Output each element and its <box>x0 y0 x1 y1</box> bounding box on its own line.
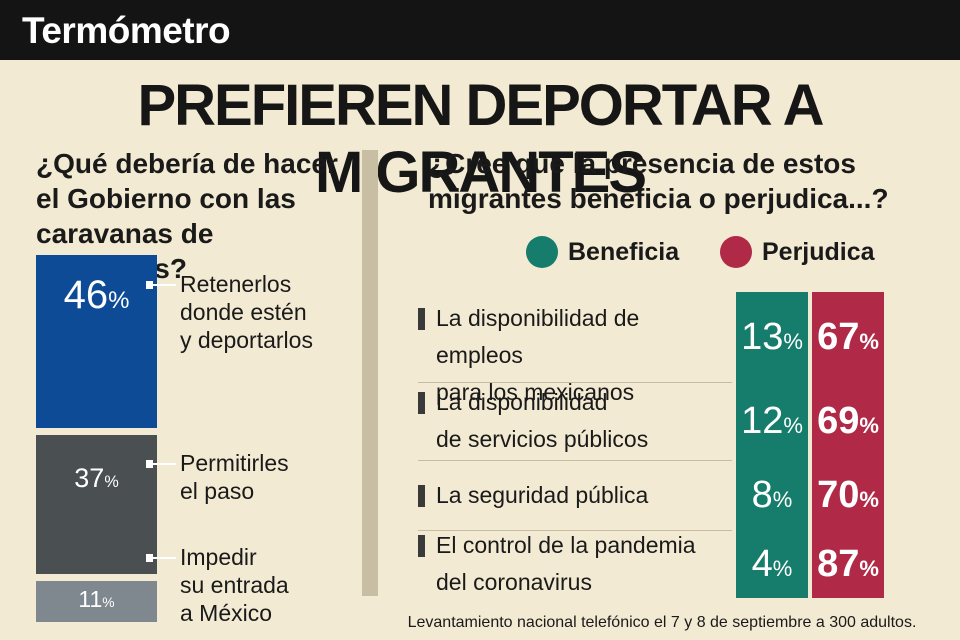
row-bullet <box>418 535 425 557</box>
legend-perjudica-label: Perjudica <box>762 238 875 266</box>
bar-label: Impedir su entrada a México <box>180 543 289 627</box>
bar-label-line: Permitirles <box>180 450 289 476</box>
value-number: 87 <box>817 543 860 585</box>
row-label-line: para los mexicanos <box>436 379 635 405</box>
row-label: El control de la pandemia del coronavirus <box>418 527 732 601</box>
bar-label-line: Impedir <box>180 544 257 570</box>
row-divider <box>418 382 732 383</box>
beneficia-swatch <box>526 236 558 268</box>
beneficia-value: 13% <box>736 317 808 362</box>
bar-value-number: 11 <box>78 586 103 612</box>
bar-label: Retenerlos donde estén y deportarlos <box>180 270 313 354</box>
row-divider <box>418 460 732 461</box>
value-unit: % <box>859 487 879 512</box>
perjudica-value: 69% <box>812 401 884 446</box>
beneficia-value: 12% <box>736 401 808 446</box>
row-label-line: La seguridad pública <box>436 481 649 508</box>
row-bullet <box>418 484 425 507</box>
bar-label-line: el paso <box>180 478 255 504</box>
bar-label-line: su entrada <box>180 572 289 598</box>
value-number: 8 <box>751 474 773 516</box>
value-number: 69 <box>817 400 860 442</box>
row-label-line: de servicios públicos <box>436 426 649 452</box>
beneficia-value: 8% <box>736 475 808 520</box>
value-number: 70 <box>817 474 860 516</box>
value-unit: % <box>783 329 803 354</box>
chart-bar: 11% <box>36 581 157 622</box>
value-number: 13 <box>741 316 784 358</box>
row-label-line: La disponibilidad de empleos <box>436 305 640 368</box>
bar-leader-line <box>146 460 176 468</box>
bar-label-line: Retenerlos <box>180 271 292 297</box>
source-note: Levantamiento nacional telefónico el 7 y… <box>407 614 917 631</box>
left-question-line: ¿Qué debería de hacer <box>36 148 338 179</box>
perjudica-swatch <box>720 236 752 268</box>
perjudica-column <box>812 292 884 598</box>
bar-label-line: donde estén <box>180 299 307 325</box>
bar-value-unit: % <box>108 287 130 314</box>
bar-value: 46% <box>36 273 157 318</box>
bar-label: Permitirles el paso <box>180 449 289 505</box>
right-question-line: ¿Cree que la presencia de estos <box>428 148 856 179</box>
row-bullet <box>418 392 425 414</box>
value-unit: % <box>859 556 879 581</box>
column-divider <box>362 150 378 596</box>
value-unit: % <box>772 556 793 581</box>
row-bullet <box>418 308 425 330</box>
beneficia-column <box>736 292 808 598</box>
value-unit: % <box>772 487 793 512</box>
section-header-bar: Termómetro <box>0 0 960 60</box>
chart-bar: 37% <box>36 435 157 574</box>
perjudica-value: 87% <box>812 544 884 589</box>
bar-leader-line <box>146 281 176 289</box>
bar-label-line: y deportarlos <box>180 327 313 353</box>
perjudica-value: 70% <box>812 475 884 520</box>
perjudica-value: 67% <box>812 317 884 362</box>
row-label-line: El control de la pandemia <box>436 532 696 558</box>
value-number: 67 <box>817 316 860 358</box>
bar-value-unit: % <box>104 473 119 491</box>
bar-value-number: 37 <box>74 463 105 493</box>
beneficia-value: 4% <box>736 544 808 589</box>
row-label: La disponibilidad de empleos para los mex… <box>418 300 732 411</box>
row-divider <box>418 530 732 531</box>
bar-value: 37% <box>36 463 157 494</box>
bar-value: 11% <box>36 586 157 613</box>
row-label: La disponibilidad de servicios públicos <box>418 384 732 458</box>
right-question: ¿Cree que la presencia de estos migrante… <box>428 146 948 216</box>
legend-beneficia-label: Beneficia <box>568 238 680 266</box>
bar-value-number: 46 <box>63 273 109 317</box>
value-unit: % <box>859 413 879 438</box>
row-label-line: La disponibilidad <box>436 389 608 415</box>
bar-leader-line <box>146 554 176 562</box>
section-label: Termómetro <box>22 10 231 51</box>
bar-value-unit: % <box>102 595 115 610</box>
row-label-line: del coronavirus <box>436 569 592 595</box>
bar-label-line: a México <box>180 600 273 626</box>
right-question-line: migrantes beneficia o perjudica...? <box>428 183 889 214</box>
value-unit: % <box>783 413 803 438</box>
left-question-line: el Gobierno con las <box>36 183 296 214</box>
chart-bar: 46% <box>36 255 157 428</box>
row-label: La seguridad pública <box>418 477 732 514</box>
value-number: 4 <box>751 543 773 585</box>
value-number: 12 <box>741 400 784 442</box>
value-unit: % <box>859 329 879 354</box>
